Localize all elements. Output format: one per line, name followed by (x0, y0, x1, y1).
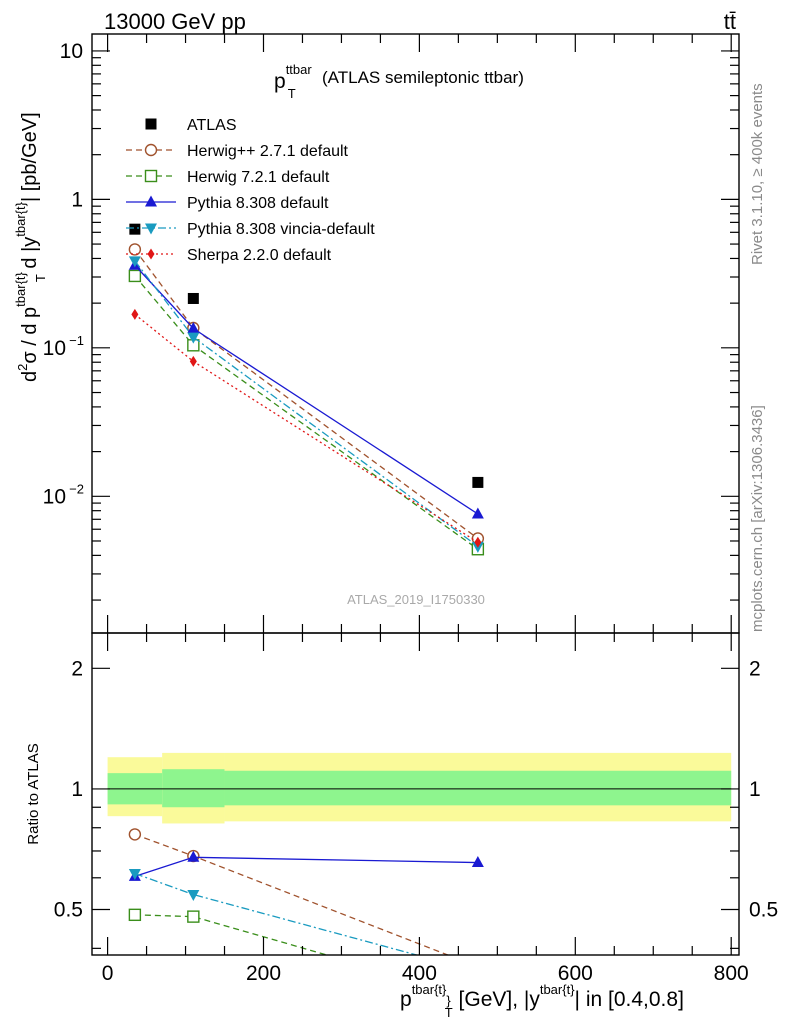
ratio-point-2-1 (187, 850, 200, 862)
ratio-y-tick-label-right-0: 0.5 (749, 899, 778, 922)
main-y-label: d2σ / d ptbar{t} T d |ytbar{t}| [pb/GeV] (13, 112, 48, 382)
main-y-tick-exp-3: −2 (69, 481, 84, 496)
ratio-y-tick-label-right-2: 2 (749, 657, 761, 680)
legend-marker-3 (145, 195, 157, 207)
ratio-series-line-3 (134, 872, 420, 955)
ratio-curves (128, 828, 484, 955)
ratio-point-0-0 (128, 828, 142, 841)
main-point-0-0 (129, 223, 141, 235)
main-point-3-1 (187, 321, 200, 333)
ratio-inner-band-2 (224, 770, 732, 806)
legend-label-4: Pythia 8.308 vincia-default (187, 221, 375, 238)
ratio-y-tick-label-1: 1 (71, 778, 83, 801)
main-x-ticks (106, 34, 732, 633)
ratio-uncertainty-bands (107, 752, 732, 824)
ratio-inner-band-1 (162, 769, 225, 808)
main-point-0-1 (187, 292, 199, 304)
ratio-series-line-0 (134, 833, 450, 955)
ratio-point-3-0 (128, 869, 141, 881)
plot-title-var: p (274, 70, 286, 93)
main-point-5-0 (131, 308, 139, 320)
ratio-x-tick-label-4: 800 (714, 962, 749, 985)
plot-title-sup: ttbar (286, 62, 313, 77)
ratio-x-tick-label-0: 0 (102, 962, 114, 985)
legend-marker-5 (147, 248, 155, 260)
ratio-y-tick-label-2: 2 (71, 657, 83, 680)
energy-label: 13000 GeV pp (104, 9, 246, 34)
rivet-label: Rivet 3.1.10, ≥ 400k events (749, 83, 766, 265)
main-point-5-2 (474, 536, 482, 548)
legend-marker-4 (145, 223, 157, 235)
ratio-frame (91, 632, 740, 956)
ratio-point-1-1 (187, 910, 200, 923)
ratio-x-tick-label-1: 200 (246, 962, 281, 985)
main-y-tick-label-3: 10 (43, 485, 66, 508)
main-y-tick-label-2: 10 (43, 337, 66, 360)
main-point-2-0 (128, 269, 142, 283)
process-label: tt̄ (724, 9, 736, 34)
plot-title-text: (ATLAS semileptonic ttbar) (322, 68, 524, 87)
legend-marker-2 (144, 169, 158, 183)
main-series-line-4 (134, 260, 479, 547)
main-series-line-1 (134, 249, 479, 539)
main-point-0-2 (472, 476, 484, 488)
legend-label-3: Pythia 8.308 default (187, 195, 329, 212)
ratio-x-tick-label-3: 600 (558, 962, 593, 985)
ratio-x-tick-label-2: 400 (402, 962, 437, 985)
main-y-tick-label-0: 10 (60, 40, 83, 63)
plot-title: pttbar T (274, 62, 312, 101)
legend-marker-0 (145, 118, 157, 130)
main-point-1-0 (128, 243, 142, 256)
ratio-series-line-2 (134, 856, 478, 877)
legend-label-5: Sherpa 2.2.0 default (187, 247, 332, 264)
ratio-x-axis: 0 200 400 600 800 (102, 633, 749, 985)
ratio-point-3-1 (187, 890, 200, 902)
ratio-panel: 0.5 0.51 12 2 0 200 400 600 800 Ratio to ATLAS … (25, 632, 778, 1020)
legend-label-1: Herwig++ 2.7.1 default (187, 143, 349, 160)
ratio-y-label: Ratio to ATLAS (25, 743, 42, 844)
ratio-y-axis: 0.5 0.5 1 1 2 2 (54, 657, 778, 949)
main-y-label-text: d2σ / d ptbar{t} T d |ytbar{t}| [pb/GeV] (13, 112, 48, 382)
legend-label-2: Herwig 7.2.1 default (187, 169, 330, 186)
legend: ATLAS Herwig++ 2.7.1 default Herwig 7.2.1 … (126, 117, 375, 264)
ratio-y-tick-label-right-1: 1 (749, 778, 761, 801)
legend-marker-1 (144, 143, 158, 157)
main-series-line-3 (134, 264, 479, 515)
main-y-tick-label-1: 1 (71, 188, 83, 211)
x-axis-label: ptbar{t}} T [GeV], |ytbar{t}| in [0.4,0.8… (400, 982, 684, 1020)
main-point-4-1 (187, 332, 200, 344)
ratio-point-1-0 (128, 908, 142, 922)
plot-title-sub: T (288, 86, 296, 101)
ratio-point-2-2 (471, 856, 484, 868)
legend-label-0: ATLAS (187, 117, 237, 134)
main-point-4-0 (128, 256, 141, 268)
main-y-tick-exp-2: −1 (69, 333, 84, 348)
main-curves (128, 223, 485, 556)
main-point-3-2 (471, 507, 484, 519)
mcplots-label: mcplots.cern.ch [arXiv:1306.3436] (749, 405, 766, 632)
analysis-watermark: ATLAS_2019_I1750330 (347, 592, 485, 607)
ratio-y-tick-label-0: 0.5 (54, 899, 83, 922)
main-point-5-1 (189, 355, 197, 367)
